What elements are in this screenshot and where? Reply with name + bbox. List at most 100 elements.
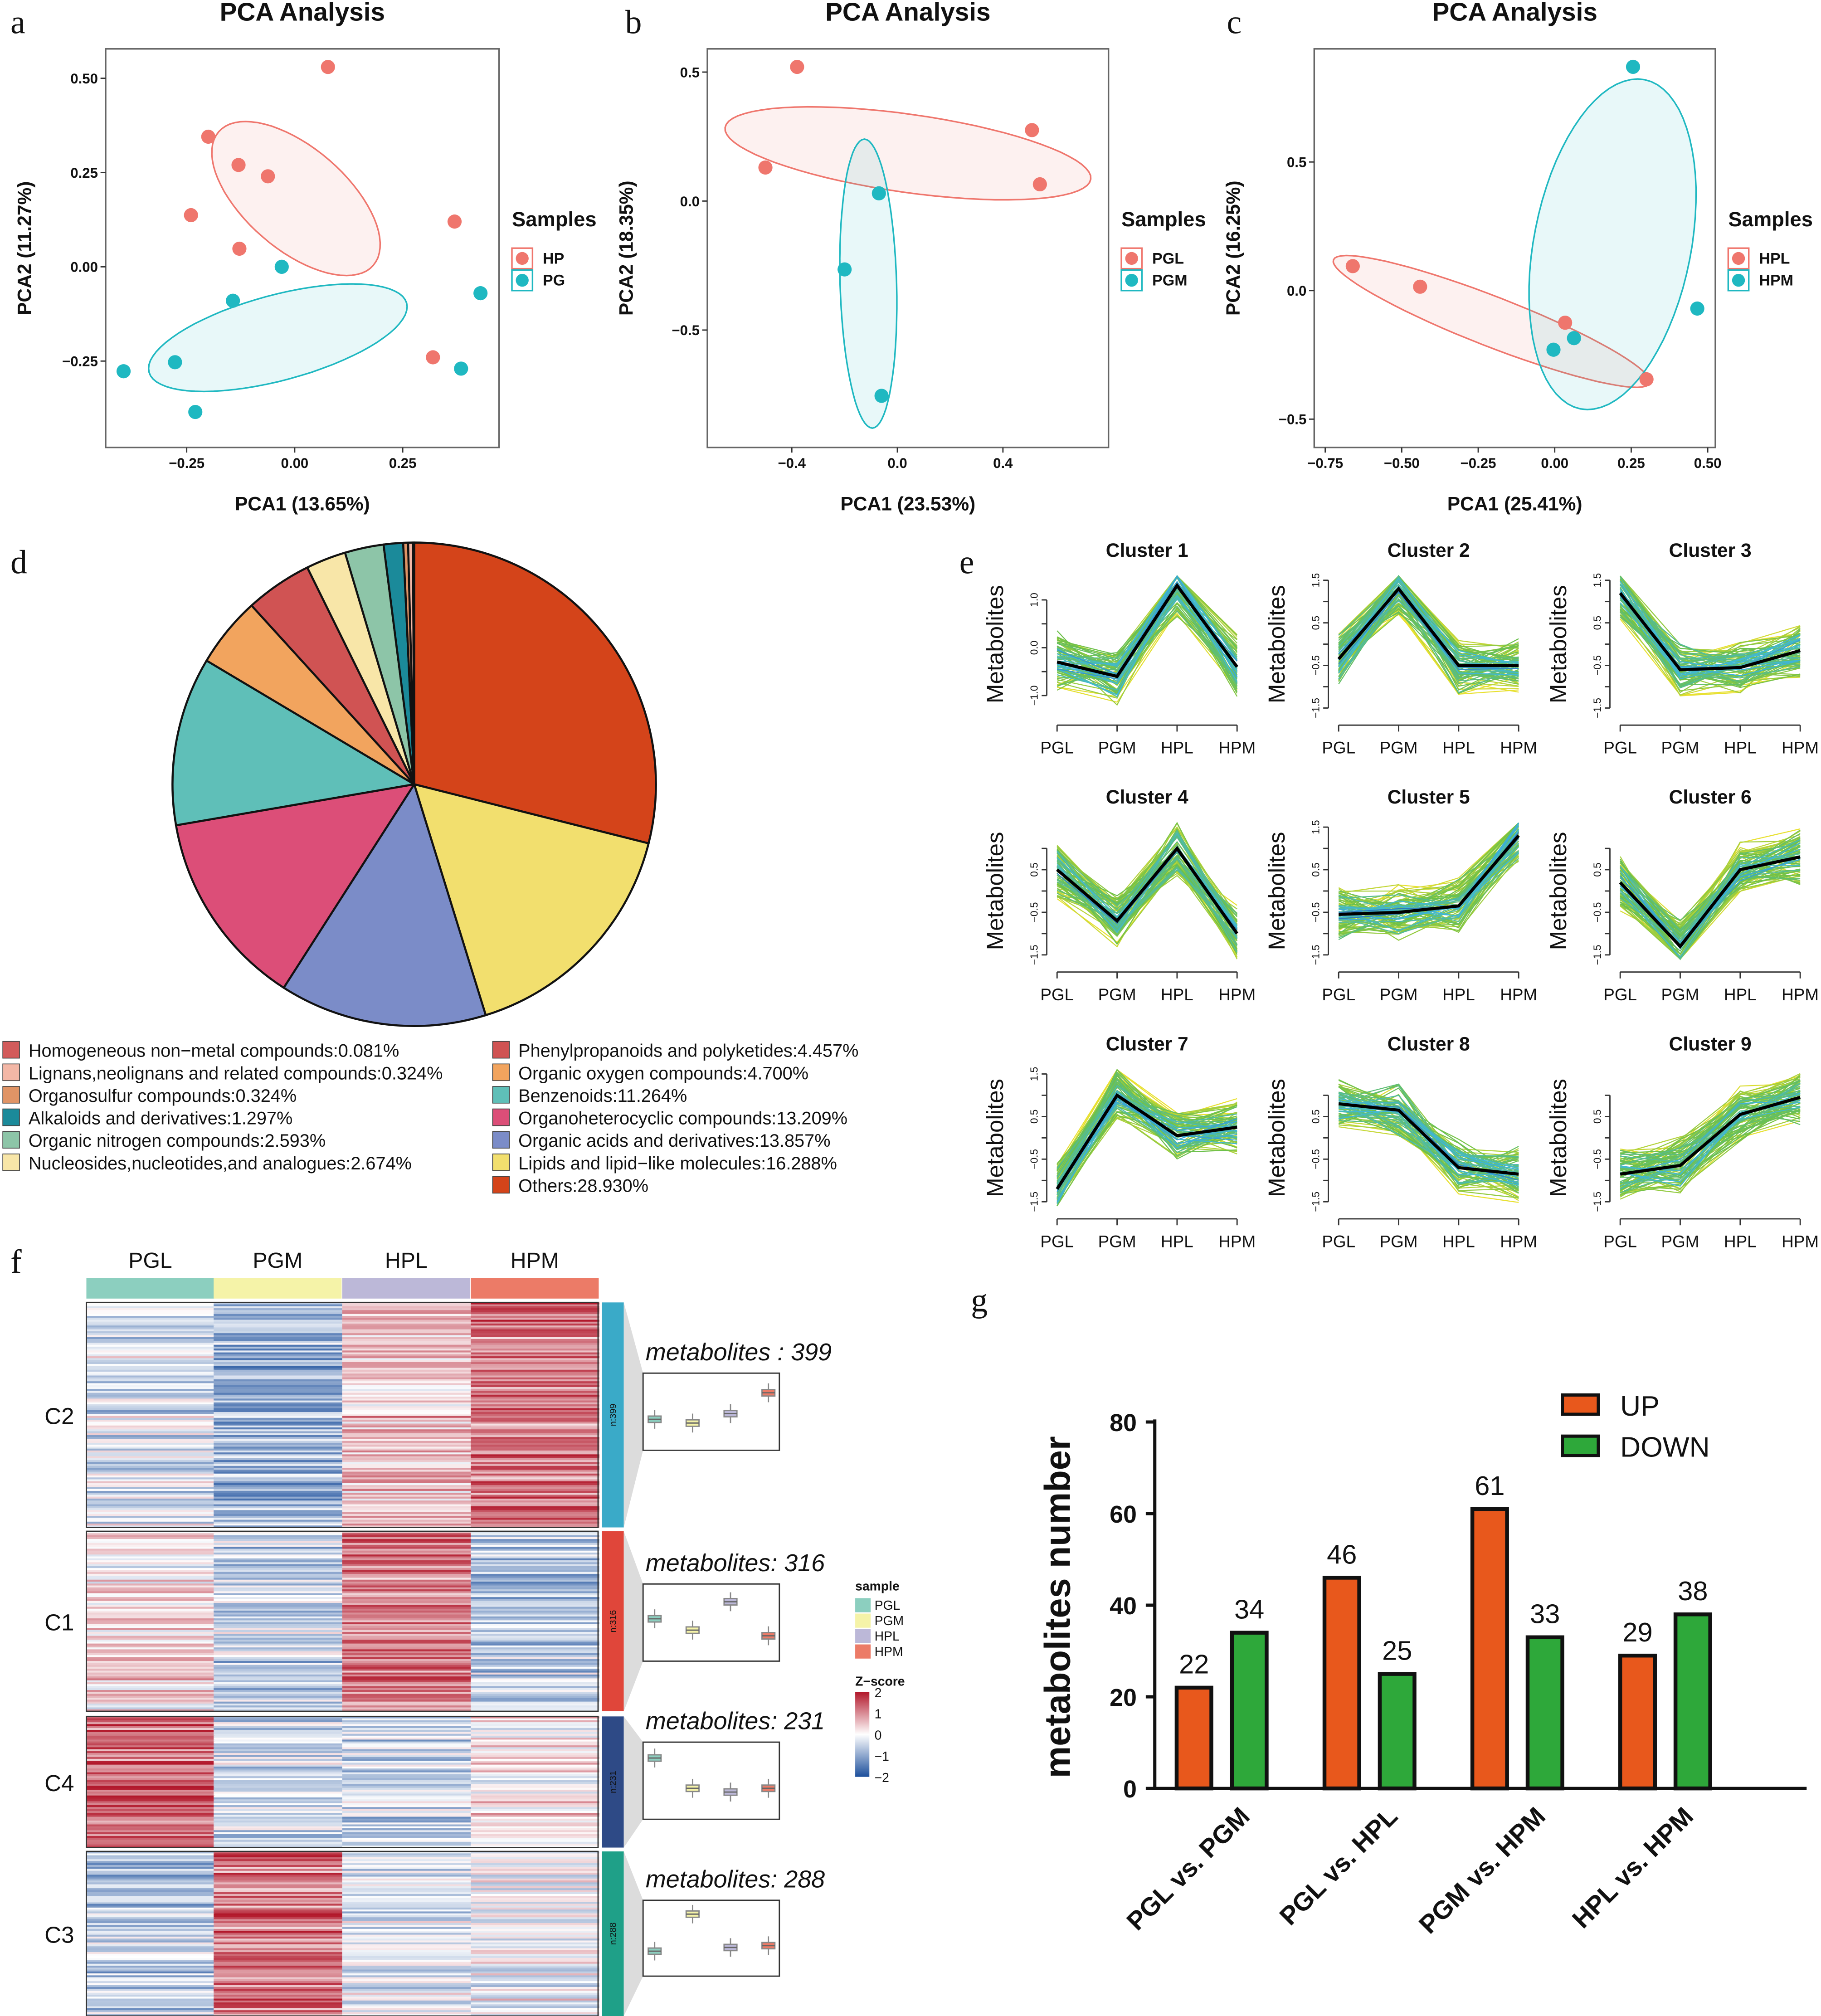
x-tick-label: HPM xyxy=(1500,1232,1537,1251)
heatmap-cell xyxy=(471,1786,599,1788)
heatmap-cell xyxy=(86,1570,215,1573)
heatmap-cell xyxy=(471,1896,599,1899)
heatmap-cell xyxy=(342,1983,471,1986)
point-pg xyxy=(454,361,468,376)
heatmap-cell xyxy=(86,1985,215,1987)
heatmap-cell xyxy=(471,1356,599,1359)
x-tick-label: PGL xyxy=(1603,1232,1637,1251)
heatmap-cell xyxy=(86,1863,215,1865)
heatmap-cell xyxy=(342,1570,471,1573)
heatmap-cell xyxy=(342,1333,471,1336)
heatmap-cell xyxy=(214,1587,342,1590)
heatmap-cell xyxy=(86,1927,215,1929)
heatmap-cell xyxy=(471,1339,599,1342)
heatmap-cell xyxy=(342,1423,471,1426)
heatmap-cell xyxy=(471,1811,599,1813)
heatmap-cell xyxy=(342,1720,471,1723)
heatmap-cell xyxy=(214,1506,342,1509)
heatmap-cell xyxy=(471,1343,599,1345)
heatmap-cell xyxy=(214,1504,342,1507)
member-profile-line xyxy=(1339,831,1519,929)
heatmap-block-border xyxy=(86,1850,599,2016)
heatmap-cell xyxy=(214,1859,342,1862)
heatmap-cell xyxy=(342,1834,471,1836)
heatmap-cell xyxy=(86,1593,215,1596)
heatmap-cell xyxy=(342,1676,471,1679)
heatmap-cell xyxy=(342,1397,471,1399)
legend-swatch xyxy=(2,1153,20,1171)
heatmap-cell xyxy=(342,1383,471,1386)
heatmap-cell xyxy=(471,1780,599,1782)
heatmap-cell xyxy=(471,1412,599,1415)
heatmap-cell xyxy=(86,1446,215,1449)
heatmap-cell xyxy=(86,1979,215,1982)
heatmap-cell xyxy=(214,1755,342,1758)
heatmap-cell xyxy=(342,1495,471,1497)
heatmap-cell xyxy=(342,1977,471,1980)
heatmap-cell xyxy=(214,1861,342,1864)
heatmap-cell xyxy=(471,1398,599,1401)
heatmap-cell xyxy=(86,1933,215,1935)
heatmap-cell xyxy=(86,1782,215,1785)
heatmap-cell xyxy=(86,1448,215,1451)
heatmap-cell xyxy=(342,1857,471,1860)
bar-up xyxy=(1174,1685,1213,1791)
heatmap-cell xyxy=(86,1647,215,1650)
point-pg xyxy=(188,404,203,419)
bar-down xyxy=(1525,1635,1564,1791)
heatmap-cell xyxy=(471,1942,599,1945)
heatmap-cell xyxy=(342,1745,471,1748)
heatmap-cell xyxy=(86,1597,215,1600)
heatmap-cell xyxy=(342,1958,471,1961)
heatmap-cell xyxy=(86,2010,215,2013)
heatmap-cell xyxy=(86,2012,215,2015)
heatmap-cell xyxy=(471,1867,599,1870)
heatmap-cell xyxy=(86,1331,215,1334)
heatmap-cell xyxy=(471,1722,599,1725)
pie-slice xyxy=(412,541,415,785)
heatmap-cell xyxy=(471,1684,599,1687)
heatmap-cell xyxy=(86,1607,215,1609)
heatmap-cell xyxy=(471,1460,599,1463)
heatmap-cell xyxy=(471,1634,599,1636)
heatmap-cell xyxy=(86,1948,215,1951)
point-hp xyxy=(231,158,246,172)
heatmap-cell xyxy=(471,1431,599,1434)
heatmap-cell xyxy=(471,1962,599,1964)
heatmap-cell xyxy=(214,1446,342,1449)
heatmap-cell xyxy=(471,1636,599,1638)
heatmap-cell xyxy=(342,1487,471,1490)
heatmap-cell xyxy=(86,1306,215,1309)
heatmap-cell xyxy=(214,1688,342,1690)
heatmap-cell xyxy=(471,1422,599,1424)
heatmap-cell xyxy=(471,1335,599,1338)
heatmap-cell xyxy=(214,1726,342,1729)
heatmap-cell xyxy=(471,1928,599,1932)
sample-legend-title: sample xyxy=(855,1579,900,1593)
legend-label: Organic oxygen compounds:4.700% xyxy=(518,1063,808,1083)
heatmap-cell xyxy=(342,1651,471,1654)
heatmap-cell xyxy=(86,1431,215,1434)
heatmap-cell xyxy=(342,1622,471,1625)
heatmap-cell xyxy=(471,1832,599,1835)
heatmap-cell xyxy=(214,1531,342,1534)
heatmap-cell xyxy=(471,1570,599,1573)
heatmap-cell xyxy=(471,1770,599,1773)
heatmap-cell xyxy=(214,1905,342,1908)
heatmap-cell xyxy=(342,1346,471,1349)
connector-shape xyxy=(623,1716,643,1848)
point-hp xyxy=(261,169,275,184)
heatmap-cell xyxy=(86,1620,215,1623)
heatmap-cell xyxy=(342,1670,471,1673)
heatmap-cell xyxy=(471,1934,599,1937)
heatmap-cell xyxy=(342,1896,471,1899)
heatmap-cell xyxy=(86,1379,215,1382)
heatmap-cell xyxy=(342,1753,471,1756)
heatmap-cell xyxy=(214,1928,342,1932)
heatmap-cell xyxy=(86,1433,215,1436)
cluster-side-bar xyxy=(602,1302,624,1528)
heatmap-cell xyxy=(342,1550,471,1553)
heatmap-cell xyxy=(342,1944,471,1947)
heatmap-cell xyxy=(214,1493,342,1495)
